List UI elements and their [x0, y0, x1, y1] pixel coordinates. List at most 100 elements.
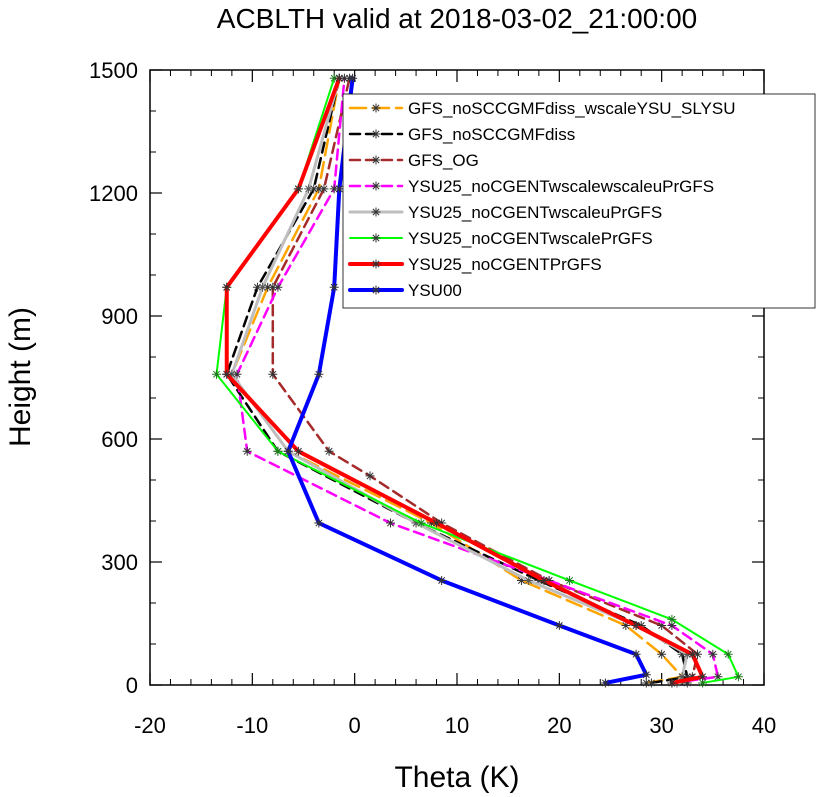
series-3 — [232, 73, 723, 688]
data-point-marker — [667, 614, 677, 624]
legend-marker — [371, 259, 381, 269]
legend-marker — [371, 233, 381, 243]
data-point-marker — [682, 649, 692, 659]
data-point-marker — [242, 446, 252, 456]
legend-marker — [371, 207, 381, 217]
data-point-marker — [222, 369, 232, 379]
data-point-marker — [212, 369, 222, 379]
x-tick-label: 40 — [752, 713, 776, 738]
y-tick-label: 300 — [101, 550, 138, 575]
data-point-marker — [329, 282, 339, 292]
legend-label: YSU25_noCGENTPrGFS — [408, 255, 602, 274]
data-point-marker — [365, 471, 375, 481]
data-point-marker — [319, 184, 329, 194]
data-point-marker — [682, 678, 692, 688]
data-point-marker — [631, 649, 641, 659]
data-point-marker — [329, 73, 339, 83]
data-point-marker — [268, 369, 278, 379]
data-point-marker — [534, 575, 544, 585]
data-point-marker — [304, 184, 314, 194]
data-point-marker — [554, 621, 564, 631]
legend-label: GFS_noSCCGMFdiss — [408, 125, 575, 144]
data-point-marker — [283, 446, 293, 456]
data-point-marker — [677, 649, 687, 659]
data-point-marker — [334, 73, 344, 83]
data-point-marker — [411, 518, 421, 528]
series-7 — [283, 73, 651, 688]
data-point-marker — [273, 446, 283, 456]
data-point-marker — [314, 518, 324, 528]
y-tick-label: 1500 — [89, 58, 138, 83]
data-point-marker — [293, 446, 303, 456]
data-point-marker — [222, 282, 232, 292]
data-point-marker — [631, 621, 641, 631]
legend: GFS_noSCCGMFdiss_wscaleYSU_SLYSU GFS_noSC… — [342, 93, 816, 309]
legend-entry: YSU25_noCGENTwscaleuPrGFS — [348, 203, 662, 222]
data-point-marker — [667, 621, 677, 631]
legend-entry: YSU25_noCGENTwscalewscaleuPrGFS — [348, 177, 714, 196]
legend-entry: GFS_noSCCGMFdiss — [348, 125, 575, 144]
data-point-marker — [314, 369, 324, 379]
legend-marker — [371, 103, 381, 113]
data-point-marker — [263, 282, 273, 292]
legend-label: YSU25_noCGENTwscalePrGFS — [408, 229, 653, 248]
data-point-marker — [252, 282, 262, 292]
data-point-marker — [600, 678, 610, 688]
legend-box — [342, 93, 816, 309]
data-point-marker — [698, 672, 708, 682]
legend-entry: YSU25_noCGENTwscalePrGFS — [349, 229, 653, 248]
x-axis-title: Theta (K) — [394, 761, 519, 794]
data-point-marker — [293, 184, 303, 194]
legend-marker — [371, 285, 381, 295]
x-tick-label: 10 — [445, 713, 469, 738]
data-point-marker — [687, 672, 697, 682]
y-tick-label: 1200 — [89, 181, 138, 206]
data-point-marker — [348, 73, 358, 83]
legend-marker — [371, 155, 381, 165]
data-point-marker — [416, 518, 426, 528]
data-point-marker — [437, 575, 447, 585]
data-point-marker — [687, 649, 697, 659]
legend-entry: YSU00 — [348, 281, 462, 300]
x-tick-label: -10 — [236, 713, 268, 738]
data-point-marker — [437, 518, 447, 528]
data-point-marker — [692, 649, 702, 659]
data-point-marker — [641, 670, 651, 680]
data-point-marker — [641, 678, 651, 688]
data-point-marker — [733, 672, 743, 682]
legend-entry: YSU25_noCGENTPrGFS — [348, 255, 602, 274]
legend-entry: GFS_noSCCGMFdiss_wscaleYSU_SLYSU — [348, 99, 736, 118]
chart-title: ACBLTH valid at 2018-03-02_21:00:00 — [217, 3, 697, 34]
data-point-marker — [334, 184, 344, 194]
legend-label: GFS_OG — [408, 151, 479, 170]
data-point-marker — [657, 621, 667, 631]
data-point-marker — [258, 282, 268, 292]
series-layer — [212, 73, 743, 688]
data-point-marker — [565, 575, 575, 585]
data-point-marker — [268, 282, 278, 292]
legend-label: YSU00 — [408, 281, 462, 300]
data-point-marker — [723, 649, 733, 659]
data-point-marker — [682, 672, 692, 682]
data-point-marker — [698, 678, 708, 688]
data-point-marker — [636, 621, 646, 631]
data-point-marker — [232, 369, 242, 379]
data-point-marker — [708, 649, 718, 659]
data-point-marker — [621, 621, 631, 631]
legend-entry: GFS_OG — [348, 151, 479, 170]
data-point-marker — [339, 73, 349, 83]
series-line — [271, 76, 699, 685]
data-point-marker — [329, 184, 339, 194]
data-point-marker — [385, 518, 395, 528]
data-point-marker — [516, 575, 526, 585]
y-axis-title: Height (m) — [4, 307, 37, 447]
data-point-marker — [713, 672, 723, 682]
data-point-marker — [324, 446, 334, 456]
data-point-marker — [227, 369, 237, 379]
data-point-marker — [432, 518, 442, 528]
data-point-marker — [646, 678, 656, 688]
data-point-marker — [677, 672, 687, 682]
x-tick-label: 30 — [649, 713, 673, 738]
series-6 — [222, 73, 708, 688]
data-point-marker — [667, 678, 677, 688]
